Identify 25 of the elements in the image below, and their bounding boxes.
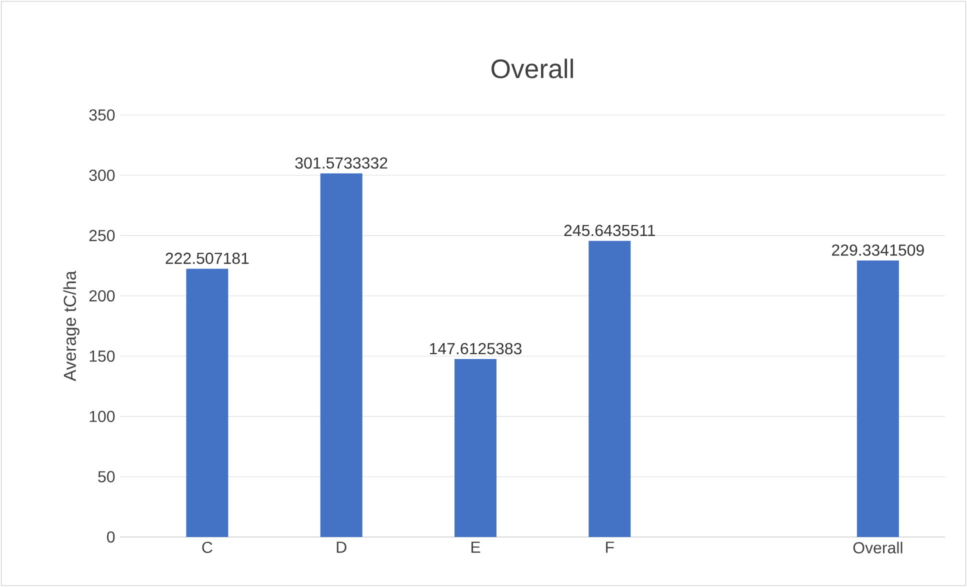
x-tick-label: F [606,542,614,553]
y-tick-label: 100 [90,410,115,422]
bar [588,240,631,537]
y-tick-label: 250 [89,230,115,242]
y-tick-label: 0 [107,531,115,543]
y-tick-label: 200 [89,290,115,302]
data-label: 147.6125383 [430,342,522,354]
bar [454,359,496,537]
data-label: 301.5733332 [295,157,388,169]
data-label: 222.507181 [166,252,249,264]
bar [856,260,899,537]
data-label: 245.6435511 [564,224,655,236]
bar [320,173,362,537]
chart-title: Overall [492,58,573,78]
data-label: 229.3341509 [832,244,924,256]
bar [186,268,228,537]
x-tick-label: Overall [853,542,902,554]
x-tick-label: E [471,542,480,553]
y-tick-label: 50 [98,471,115,482]
x-tick-label: C [202,542,212,554]
y-tick-label: 300 [89,170,115,181]
y-tick-label: 150 [90,350,115,362]
x-tick-label: D [336,542,346,553]
y-tick-label: 350 [89,109,115,121]
y-axis-title: Average tC/ha [63,270,80,382]
